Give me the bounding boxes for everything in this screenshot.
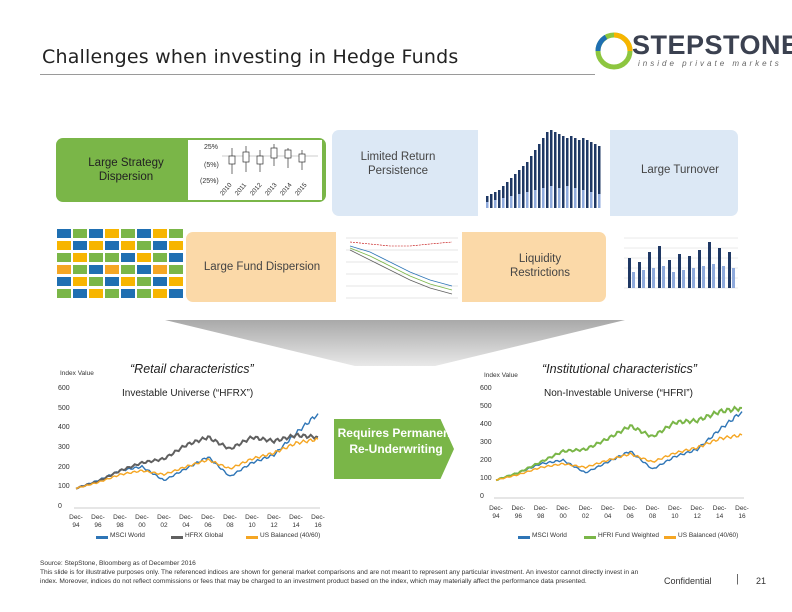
retail-legend: MSCI World HFRX Global US Balanced (40/6…	[96, 532, 326, 542]
x-tick-label: Dec- 10	[668, 505, 682, 520]
x-tick-label: Dec- 08	[645, 505, 660, 520]
fund-dispersion-chart-bg	[336, 230, 462, 314]
institutional-legend: MSCI World HFRI Fund Weighted US Balance…	[518, 532, 758, 542]
legend-label: HFRI Fund Weighted	[598, 532, 659, 539]
retail-line-chart	[74, 413, 320, 509]
y-tick-label: 200	[480, 457, 492, 464]
strategy-y-tick: (25%)	[200, 178, 219, 185]
series-line-1	[75, 432, 319, 490]
x-tick-label: Dec- 16	[311, 514, 325, 529]
y-tick-label: 500	[58, 404, 70, 412]
x-tick-label: Dec- 02	[157, 514, 171, 529]
institutional-title: “Institutional characteristics”	[542, 362, 697, 376]
turnover-label: Large Turnover	[641, 164, 719, 176]
logo-tagline: inside private markets	[638, 59, 782, 68]
institutional-subtitle: Non-Investable Universe (“HFRI”)	[544, 388, 693, 399]
x-tick-label: Dec- 12	[267, 514, 281, 529]
re-underwriting-arrow	[334, 419, 454, 479]
y-tick-label: 600	[58, 385, 70, 392]
source-note: Source: StepStone, Bloomberg as of Decem…	[40, 560, 645, 586]
x-tick-label: Dec- 14	[289, 514, 303, 529]
x-tick-label: Dec- 08	[223, 514, 237, 529]
legend-swatch-balanced	[246, 536, 258, 539]
fund-dispersion-line-chart	[346, 237, 458, 299]
retail-y-axis-label: Index Value	[60, 370, 94, 377]
legend-swatch-msci	[96, 536, 108, 539]
return-persistence-label: Limited Return Persistence	[360, 151, 436, 177]
legend-label: US Balanced (40/60)	[678, 532, 739, 539]
institutional-line-chart	[494, 405, 744, 499]
title-divider	[40, 74, 595, 75]
y-tick-label: 0	[58, 503, 62, 510]
x-tick-label: Dec- 04	[179, 514, 193, 529]
y-tick-label: 0	[480, 493, 484, 500]
y-tick-label: 300	[480, 439, 492, 446]
funnel-shape	[165, 320, 625, 366]
legend-label: US Balanced (40/60)	[260, 532, 321, 539]
series-line-2	[75, 437, 319, 490]
legend-label: HFRX Global	[185, 532, 224, 539]
strategy-performance-grid	[57, 229, 183, 298]
legend-swatch-hfri	[584, 536, 596, 539]
turnover-bar-chart	[486, 130, 601, 208]
series-line-2	[495, 433, 743, 482]
legend-swatch-hfrx	[171, 536, 183, 539]
stepstone-logo-icon	[595, 32, 633, 70]
x-tick-label: Dec- 06	[201, 514, 215, 529]
page-number: 21	[756, 576, 767, 586]
retail-subtitle: Investable Universe (“HFRX”)	[122, 388, 254, 399]
legend-swatch-msci	[518, 536, 530, 539]
x-tick-label: Dec- 02	[578, 505, 593, 520]
strategy-dispersion-label: Large Strategy Dispersion	[88, 157, 164, 183]
x-tick-label: Dec- 00	[135, 514, 149, 529]
page-title: Challenges when investing in Hedge Funds	[42, 46, 459, 68]
strategy-y-tick: 25%	[204, 144, 219, 151]
strategy-dispersion-boxplot	[222, 144, 318, 174]
x-tick-label: Dec- 12	[690, 505, 705, 520]
disclaimer-text: This slide is for illustrative purposes …	[40, 568, 639, 585]
legend-label: MSCI World	[532, 532, 567, 539]
strategy-dispersion-chart-bg	[188, 140, 322, 200]
y-tick-label: 500	[480, 403, 492, 410]
legend-label: MSCI World	[110, 532, 145, 539]
y-tick-label: 300	[58, 444, 70, 451]
y-tick-label: 400	[58, 424, 70, 432]
x-tick-label: Dec- 04	[600, 505, 615, 520]
liquidity-label: Liquidity Restrictions	[509, 253, 571, 279]
x-tick-label: Dec- 00	[556, 505, 570, 520]
x-tick-label: Dec- 10	[245, 514, 259, 529]
retail-title: “Retail characteristics”	[130, 362, 254, 376]
institutional-y-axis-label: Index Value	[484, 372, 518, 379]
y-tick-label: 600	[480, 385, 492, 392]
x-tick-label: Dec- 98	[113, 514, 127, 529]
y-tick-label: 200	[58, 463, 70, 471]
strategy-y-tick: (5%)	[204, 162, 219, 169]
x-tick-label: Dec- 14	[712, 505, 727, 520]
source-line: Source: StepStone, Bloomberg as of Decem…	[40, 560, 196, 567]
fund-dispersion-label: Large Fund Dispersion	[203, 261, 321, 273]
logo-wordmark: STEPSTONE	[632, 30, 792, 60]
x-tick-label: Dec- 96	[91, 514, 105, 529]
x-tick-label: Dec- 94	[69, 514, 83, 529]
series-line-1	[495, 405, 743, 482]
x-tick-label: Dec- 94	[489, 505, 503, 520]
x-tick-label: Dec- 06	[623, 505, 638, 520]
y-tick-label: 100	[480, 475, 492, 482]
y-tick-label: 400	[480, 421, 492, 428]
x-tick-label: Dec- 98	[533, 505, 548, 520]
x-tick-label: Dec- 16	[735, 505, 749, 520]
y-tick-label: 100	[58, 483, 70, 491]
legend-swatch-balanced	[664, 536, 676, 539]
confidential-label: Confidential	[664, 576, 712, 586]
footer-separator: |	[736, 573, 739, 585]
liquidity-bar-chart	[624, 237, 738, 289]
re-underwriting-text: Requires Permanent Re-Underwriting	[337, 426, 455, 456]
x-tick-label: Dec- 96	[511, 505, 526, 520]
